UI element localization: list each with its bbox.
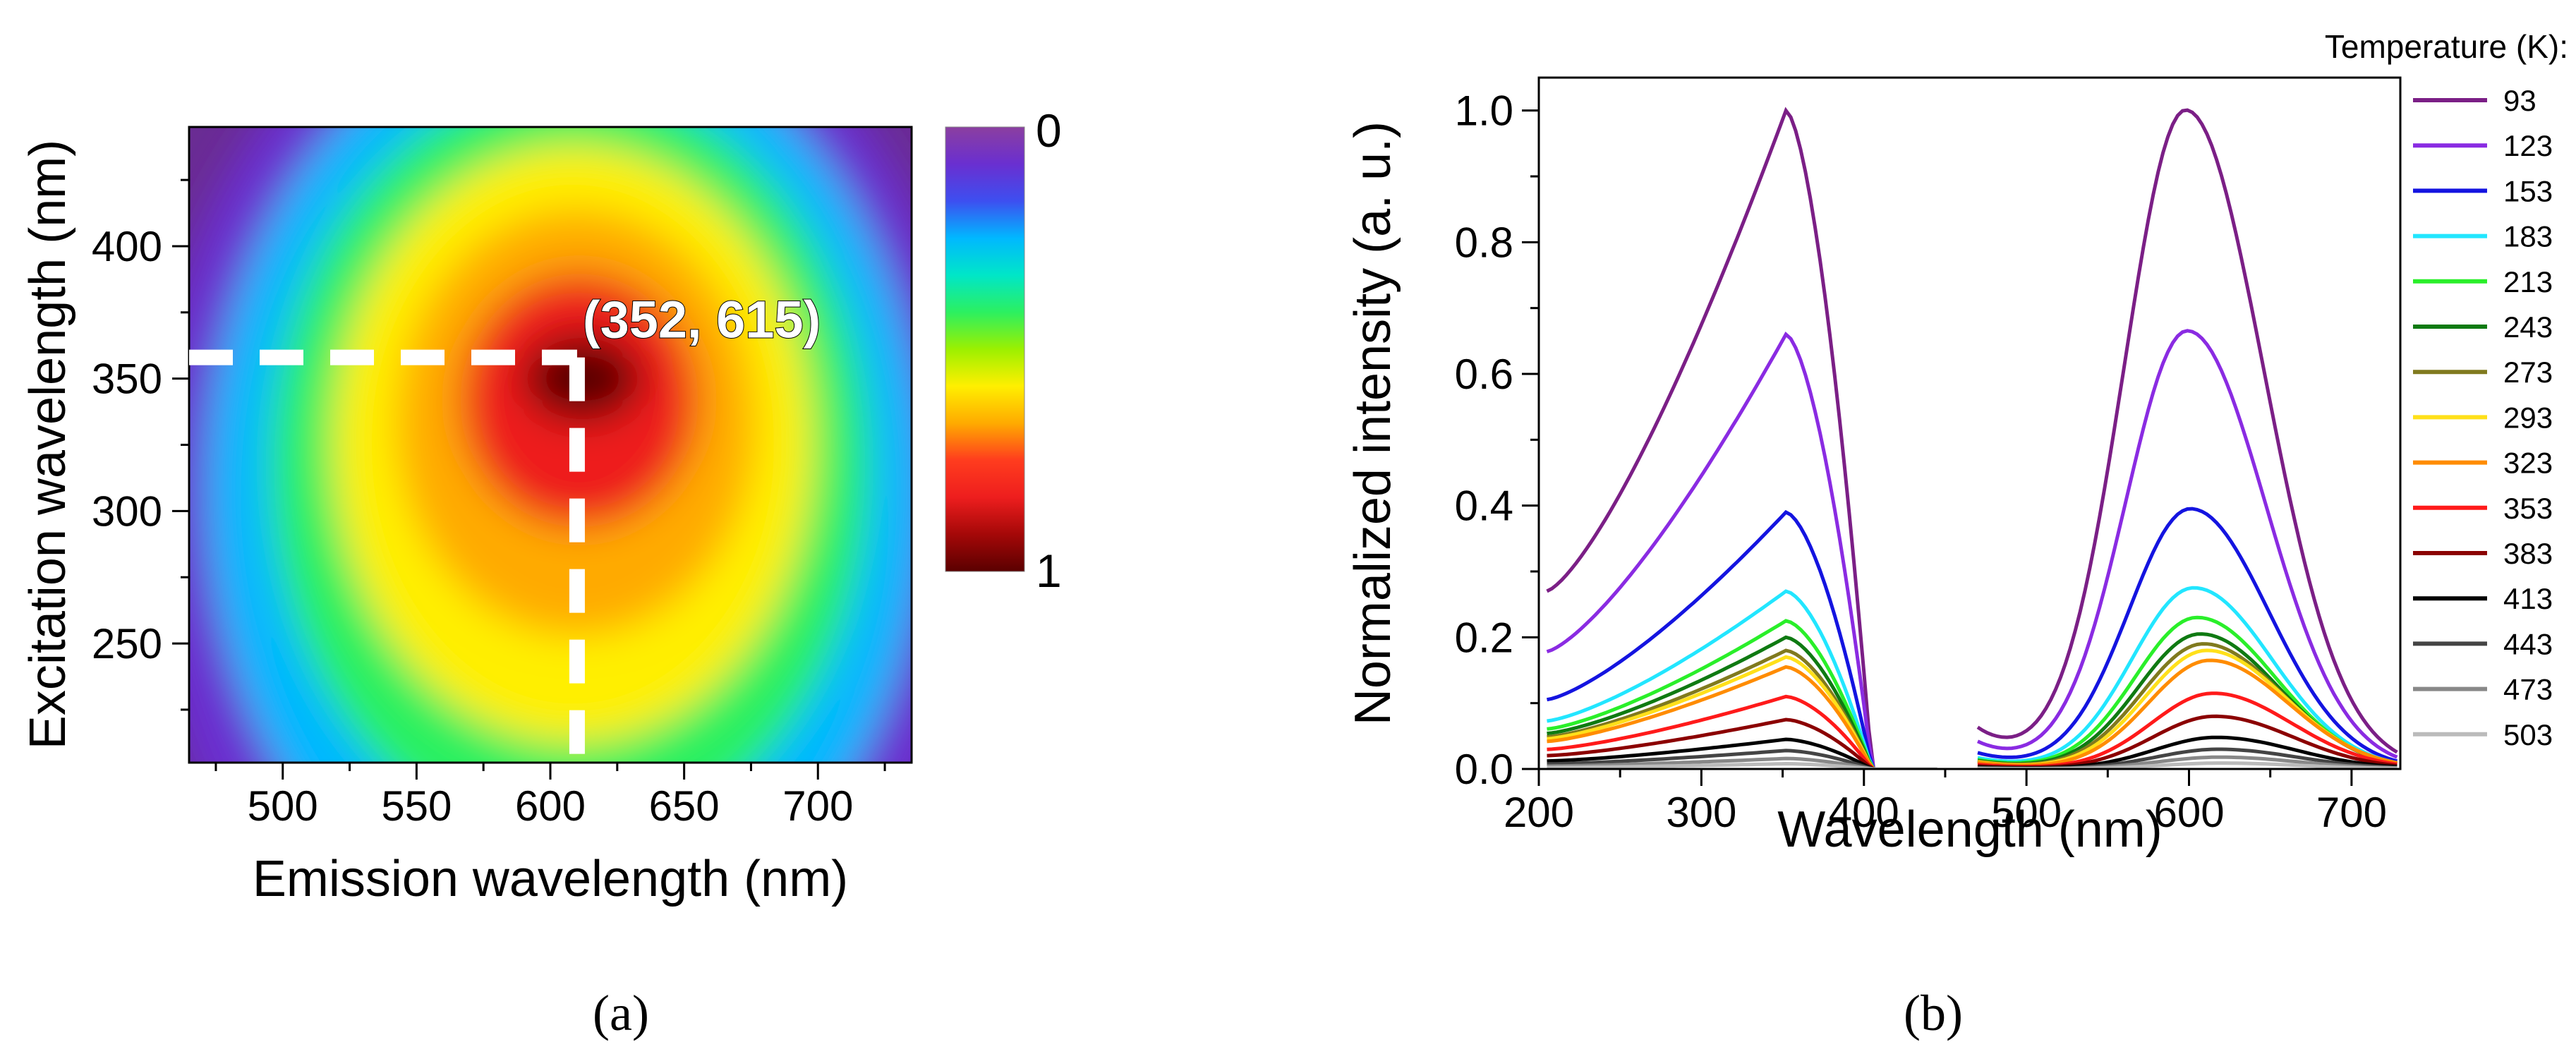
colorbar-min-label: 0 [1036, 104, 1062, 157]
legend-label: 503 [2503, 718, 2553, 751]
x-tick-label: 600 [2153, 789, 2224, 836]
panel-label-a: (a) [593, 985, 649, 1041]
heatmap-x-axis-title: Emission wavelength (nm) [253, 851, 848, 907]
y-tick-label: 0.4 [1455, 483, 1513, 530]
series-line-emission-153 [1977, 507, 2398, 763]
x-tick-label: 500 [248, 782, 318, 830]
x-tick-label: 700 [782, 782, 853, 830]
legend-label: 443 [2503, 627, 2553, 660]
y-tick-label: 1.0 [1455, 87, 1513, 135]
x-tick-label: 600 [515, 782, 586, 830]
series-line-emission-123 [1977, 329, 2398, 759]
linechart-frame [1537, 76, 2402, 770]
x-tick-label: 200 [1504, 789, 1574, 836]
legend-label: 413 [2503, 582, 2553, 615]
legend-label: 273 [2503, 356, 2553, 389]
x-tick-label: 400 [1829, 789, 1899, 836]
linechart-x-axis: 200 300 400 500 600 700 [1504, 769, 2387, 836]
heatmap-surface [189, 127, 912, 763]
legend-label: 243 [2503, 310, 2553, 344]
series-line-emission-93 [1976, 108, 2398, 754]
heatmap-panel: (352, 615) 500 550 600 650 700 250300350400 … [20, 104, 1062, 1041]
colorbar [945, 126, 1025, 572]
series-lines [1546, 107, 2398, 769]
series-line-excitation-123 [1546, 332, 1937, 769]
y-tick-label: 400 [92, 223, 162, 270]
y-tick-label: 0.0 [1455, 746, 1513, 793]
peak-label: (352, 615) [583, 291, 821, 349]
series-line-emission-183 [1977, 586, 2397, 765]
legend-label: 383 [2503, 537, 2553, 570]
y-tick-label: 0.2 [1455, 614, 1513, 661]
x-tick-label: 300 [1666, 789, 1736, 836]
series-line-emission-353 [1977, 691, 2397, 768]
y-tick-label: 350 [92, 356, 162, 403]
x-tick-label: 500 [1991, 789, 2062, 836]
linechart-x-axis-title: Wavelength (nm) [1777, 801, 2163, 858]
legend-label: 93 [2503, 84, 2536, 117]
x-tick-label: 550 [381, 782, 452, 830]
x-tick-label: 650 [649, 782, 720, 830]
legend-label: 213 [2503, 265, 2553, 298]
legend-label: 153 [2503, 174, 2553, 207]
legend-title: Temperature (K): [2325, 28, 2568, 65]
linechart-panel: 200 300 400 500 600 700 0.0 0.2 0.4 0.6 0.8 1.0 Wa… [1345, 28, 2568, 1041]
legend-label: 183 [2503, 220, 2553, 253]
colorbar-max-label: 1 [1036, 545, 1062, 597]
x-tick-label: 700 [2316, 789, 2387, 836]
y-tick-label: 0.6 [1455, 351, 1513, 398]
heatmap-y-axis: 250 300 350 400 [92, 178, 189, 711]
heatmap-x-axis: 500 550 600 650 700 [214, 763, 886, 830]
panel-label-b: (b) [1904, 985, 1963, 1041]
series-line-emission-323 [1977, 658, 2397, 768]
y-tick-label: 0.8 [1455, 219, 1513, 266]
y-tick-label: 250 [92, 620, 162, 667]
legend-label: 473 [2503, 673, 2553, 706]
legend: 93 123 153 183 213 243 273 293 323 353 383 413 443 47… [2413, 84, 2553, 751]
legend-label: 123 [2503, 129, 2553, 162]
legend-label: 323 [2503, 447, 2553, 480]
legend-label: 293 [2503, 401, 2553, 434]
linechart-y-axis-title: Normalized intensity (a. u.) [1345, 121, 1401, 725]
series-line-excitation-213 [1547, 619, 1937, 769]
y-tick-label: 300 [92, 487, 162, 535]
linechart-y-axis: 0.0 0.2 0.4 0.6 0.8 1.0 [1455, 87, 1539, 793]
legend-label: 353 [2503, 492, 2553, 525]
heatmap-y-axis-title: Excitation wavelength (nm) [20, 140, 76, 749]
